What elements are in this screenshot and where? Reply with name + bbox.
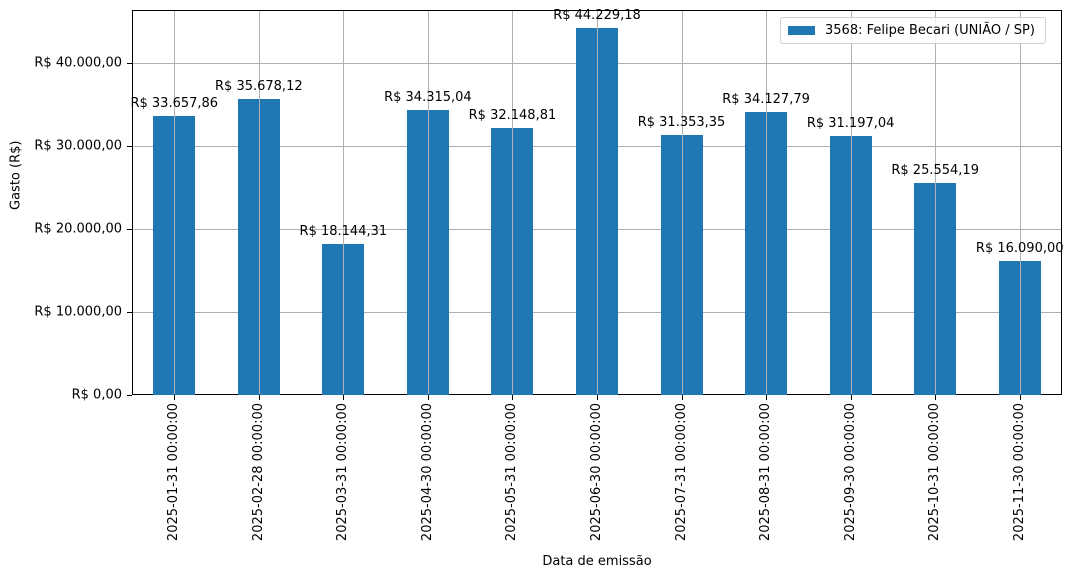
y-tick-mark	[127, 63, 132, 64]
gridline-vertical	[935, 11, 937, 394]
x-tick-label: 2025-10-31 00:00:00	[927, 403, 943, 542]
x-tick-mark	[258, 395, 260, 400]
x-tick-label: 2025-09-30 00:00:00	[842, 403, 858, 542]
y-tick-mark	[127, 312, 132, 313]
y-tick-label: R$ 30.000,00	[34, 138, 122, 154]
y-axis-label: Gasto (R$)	[9, 141, 24, 210]
gridline-vertical	[174, 11, 176, 394]
x-tick-mark	[850, 395, 852, 400]
bar-value-label: R$ 31.197,04	[806, 116, 895, 132]
y-tick-mark	[127, 229, 132, 230]
gridline-vertical	[343, 11, 345, 394]
legend-swatch	[788, 26, 815, 35]
bar-value-label: R$ 33.657,86	[130, 95, 219, 111]
x-tick-mark	[935, 395, 937, 400]
x-axis-label: Data de emissão	[542, 554, 652, 569]
y-tick-label: R$ 40.000,00	[34, 55, 122, 71]
gridline-vertical	[512, 11, 514, 394]
gridline-vertical	[427, 11, 429, 394]
x-tick-mark	[766, 395, 768, 400]
x-tick-label: 2025-04-30 00:00:00	[419, 403, 435, 542]
y-tick-mark	[127, 146, 132, 147]
bar-value-label: R$ 34.127,79	[722, 91, 810, 107]
x-tick-label: 2025-11-30 00:00:00	[1011, 403, 1027, 542]
x-tick-mark	[174, 395, 176, 400]
x-tick-label: 2025-06-30 00:00:00	[589, 403, 604, 542]
legend: 3568: Felipe Becari (UNIÃO / SP)	[780, 17, 1046, 44]
bar-value-label: R$ 35.678,12	[215, 78, 303, 94]
bar-value-label: R$ 25.554,19	[891, 162, 979, 178]
x-tick-mark	[597, 395, 598, 400]
y-tick-label: R$ 10.000,00	[34, 304, 122, 320]
bar-value-label: R$ 32.148,81	[468, 108, 557, 124]
gridline-vertical	[258, 11, 260, 394]
y-tick-label: R$ 0,00	[71, 387, 122, 403]
legend-label: 3568: Felipe Becari (UNIÃO / SP)	[825, 23, 1035, 38]
x-tick-label: 2025-08-31 00:00:00	[758, 403, 774, 542]
x-tick-label: 2025-05-31 00:00:00	[504, 403, 520, 542]
gridline-vertical	[850, 11, 852, 394]
x-tick-mark	[343, 395, 345, 400]
bar-value-label: R$ 31.353,35	[637, 114, 726, 130]
x-tick-label: 2025-01-31 00:00:00	[166, 403, 182, 542]
x-tick-mark	[512, 395, 514, 400]
plot-area	[132, 10, 1062, 395]
y-tick-label: R$ 20.000,00	[34, 221, 122, 237]
gridline-vertical	[597, 11, 598, 394]
gridline-vertical	[766, 11, 768, 394]
gridline-vertical	[1019, 11, 1021, 394]
y-axis-label-text: Gasto (R$)	[8, 140, 24, 210]
x-tick-mark	[681, 395, 683, 400]
bar-value-label: R$ 16.090,00	[975, 241, 1064, 257]
x-tick-label: 2025-07-31 00:00:00	[673, 403, 689, 542]
gridline-vertical	[681, 11, 683, 394]
x-tick-mark	[1019, 395, 1021, 400]
bar-value-label: R$ 34.315,04	[384, 90, 472, 106]
bar-value-label: R$ 44.229,18	[553, 7, 641, 23]
y-tick-mark	[127, 395, 132, 396]
x-tick-mark	[427, 395, 429, 400]
x-tick-label: 2025-02-28 00:00:00	[250, 403, 266, 542]
bar-value-label: R$ 18.144,31	[299, 224, 388, 240]
x-tick-label: 2025-03-31 00:00:00	[335, 403, 351, 542]
